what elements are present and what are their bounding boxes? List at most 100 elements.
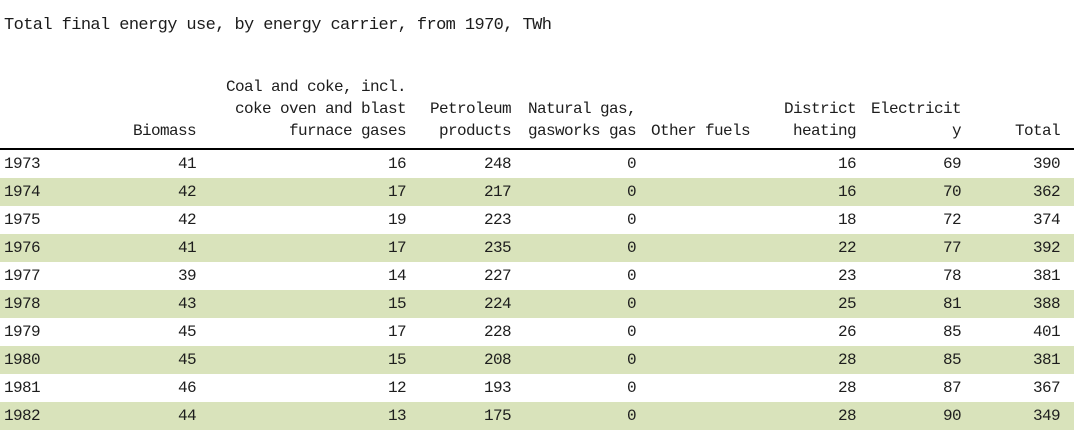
cell-natural_gas: 0 bbox=[626, 379, 637, 397]
cell-district: 28 bbox=[837, 407, 857, 425]
cell-electricity: 87 bbox=[942, 379, 962, 397]
column-header-biomass: Biomass bbox=[132, 122, 197, 140]
cell-district: 28 bbox=[837, 379, 857, 397]
table-row: 1974 42 17 217 0 16 70 362 bbox=[0, 178, 1074, 206]
cell-coal: 17 bbox=[387, 183, 407, 201]
cell-coal: 19 bbox=[387, 211, 407, 229]
cell-total: 367 bbox=[1032, 379, 1061, 397]
cell-coal: 17 bbox=[387, 323, 407, 341]
cell-biomass: 39 bbox=[177, 267, 197, 285]
cell-year: 1979 bbox=[4, 323, 41, 341]
cell-other_fuels bbox=[650, 262, 764, 290]
cell-total: 349 bbox=[1032, 407, 1061, 425]
cell-biomass: 42 bbox=[177, 211, 197, 229]
cell-biomass: 45 bbox=[177, 351, 197, 369]
cell-year: 1980 bbox=[4, 351, 41, 369]
cell-petroleum: 248 bbox=[483, 155, 512, 173]
cell-other_fuels bbox=[650, 318, 764, 346]
cell-other_fuels bbox=[650, 402, 764, 430]
cell-electricity: 70 bbox=[942, 183, 962, 201]
cell-natural_gas: 0 bbox=[626, 183, 637, 201]
cell-total: 390 bbox=[1032, 155, 1061, 173]
cell-district: 26 bbox=[837, 323, 857, 341]
cell-coal: 16 bbox=[387, 155, 407, 173]
energy-table: Biomass Coal and coke, incl. coke oven an… bbox=[0, 76, 1074, 430]
cell-total: 374 bbox=[1032, 211, 1061, 229]
cell-electricity: 78 bbox=[942, 267, 962, 285]
cell-electricity: 77 bbox=[942, 239, 962, 257]
cell-natural_gas: 0 bbox=[626, 239, 637, 257]
cell-year: 1975 bbox=[4, 211, 41, 229]
column-header-coal: Coal and coke, incl. coke oven and blast… bbox=[225, 78, 407, 140]
table-row: 1978 43 15 224 0 25 81 388 bbox=[0, 290, 1074, 318]
table-row: 1976 41 17 235 0 22 77 392 bbox=[0, 234, 1074, 262]
cell-total: 392 bbox=[1032, 239, 1061, 257]
cell-district: 16 bbox=[837, 183, 857, 201]
cell-coal: 15 bbox=[387, 295, 407, 313]
cell-district: 25 bbox=[837, 295, 857, 313]
cell-petroleum: 224 bbox=[483, 295, 512, 313]
cell-petroleum: 223 bbox=[483, 211, 512, 229]
cell-coal: 17 bbox=[387, 239, 407, 257]
table-body: 1973 41 16 248 0 16 69 390 1974 42 17 217 0 16 70 362 19… bbox=[0, 149, 1074, 430]
cell-year: 1974 bbox=[4, 183, 41, 201]
cell-biomass: 42 bbox=[177, 183, 197, 201]
cell-district: 16 bbox=[837, 155, 857, 173]
cell-other_fuels bbox=[650, 374, 764, 402]
cell-other_fuels bbox=[650, 290, 764, 318]
cell-petroleum: 235 bbox=[483, 239, 512, 257]
cell-electricity: 81 bbox=[942, 295, 962, 313]
cell-year: 1976 bbox=[4, 239, 41, 257]
cell-electricity: 90 bbox=[942, 407, 962, 425]
cell-natural_gas: 0 bbox=[626, 351, 637, 369]
cell-biomass: 44 bbox=[177, 407, 197, 425]
table-row: 1977 39 14 227 0 23 78 381 bbox=[0, 262, 1074, 290]
table-header: Biomass Coal and coke, incl. coke oven an… bbox=[0, 76, 1074, 149]
column-header-district: District heating bbox=[783, 100, 857, 140]
cell-electricity: 85 bbox=[942, 323, 962, 341]
cell-natural_gas: 0 bbox=[626, 295, 637, 313]
cell-natural_gas: 0 bbox=[626, 211, 637, 229]
cell-biomass: 41 bbox=[177, 155, 197, 173]
column-header-natural_gas: Natural gas, gasworks gas bbox=[527, 100, 637, 140]
cell-other_fuels bbox=[650, 149, 764, 178]
cell-biomass: 46 bbox=[177, 379, 197, 397]
table-row: 1975 42 19 223 0 18 72 374 bbox=[0, 206, 1074, 234]
table-row: 1980 45 15 208 0 28 85 381 bbox=[0, 346, 1074, 374]
cell-petroleum: 227 bbox=[483, 267, 512, 285]
cell-electricity: 85 bbox=[942, 351, 962, 369]
cell-total: 401 bbox=[1032, 323, 1061, 341]
cell-total: 381 bbox=[1032, 267, 1061, 285]
cell-year: 1977 bbox=[4, 267, 41, 285]
table-row: 1973 41 16 248 0 16 69 390 bbox=[0, 149, 1074, 178]
cell-natural_gas: 0 bbox=[626, 323, 637, 341]
cell-petroleum: 193 bbox=[483, 379, 512, 397]
cell-year: 1982 bbox=[4, 407, 41, 425]
cell-coal: 12 bbox=[387, 379, 407, 397]
cell-total: 388 bbox=[1032, 295, 1061, 313]
cell-electricity: 69 bbox=[942, 155, 962, 173]
cell-other_fuels bbox=[650, 206, 764, 234]
cell-district: 28 bbox=[837, 351, 857, 369]
cell-district: 22 bbox=[837, 239, 857, 257]
table-row: 1982 44 13 175 0 28 90 349 bbox=[0, 402, 1074, 430]
column-header-petroleum: Petroleum products bbox=[429, 100, 512, 140]
cell-electricity: 72 bbox=[942, 211, 962, 229]
cell-biomass: 41 bbox=[177, 239, 197, 257]
table-row: 1979 45 17 228 0 26 85 401 bbox=[0, 318, 1074, 346]
column-header-other_fuels: Other fuels bbox=[650, 122, 751, 140]
cell-coal: 15 bbox=[387, 351, 407, 369]
cell-biomass: 43 bbox=[177, 295, 197, 313]
cell-total: 362 bbox=[1032, 183, 1061, 201]
page-title: Total final energy use, by energy carrie… bbox=[4, 16, 552, 35]
cell-petroleum: 208 bbox=[483, 351, 512, 369]
cell-year: 1978 bbox=[4, 295, 41, 313]
cell-natural_gas: 0 bbox=[626, 407, 637, 425]
cell-biomass: 45 bbox=[177, 323, 197, 341]
cell-petroleum: 175 bbox=[483, 407, 512, 425]
column-header-year bbox=[0, 76, 130, 149]
cell-natural_gas: 0 bbox=[626, 155, 637, 173]
cell-other_fuels bbox=[650, 178, 764, 206]
column-header-total: Total bbox=[1014, 122, 1061, 140]
